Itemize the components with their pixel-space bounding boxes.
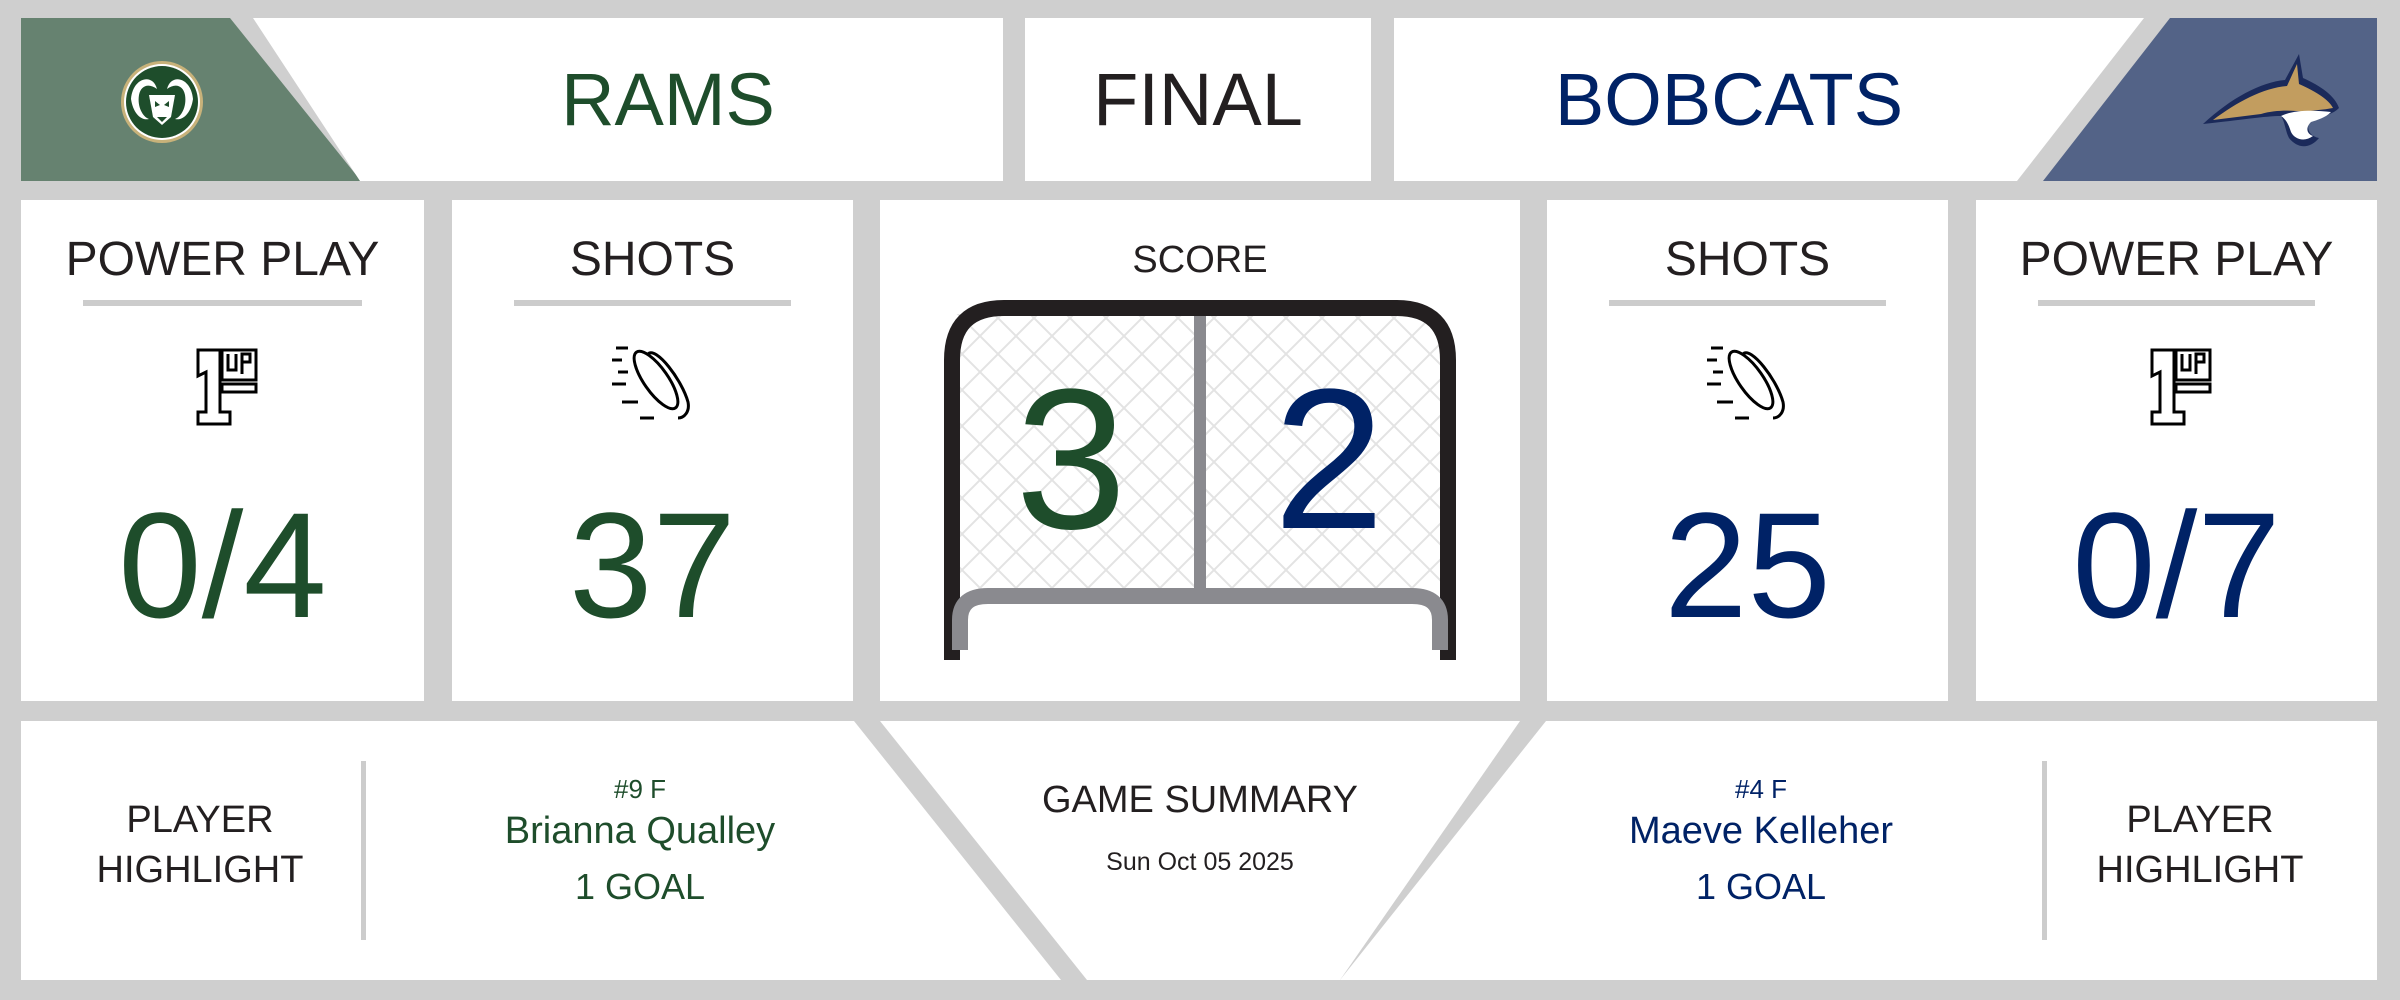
game-summary-title: GAME SUMMARY	[1041, 779, 1358, 821]
1up-icon	[2150, 348, 2211, 426]
away-team-name: BOBCATS	[1554, 58, 1904, 141]
away-player-highlight: #4 F Maeve Kelleher 1 GOAL	[1561, 772, 1961, 912]
divider	[361, 761, 366, 940]
divider	[1609, 300, 1886, 306]
game-date: Sun Oct 05 2025	[1106, 848, 1294, 876]
home-player-highlight: #9 F Brianna Qualley 1 GOAL	[440, 772, 840, 912]
hockey-net-icon	[944, 300, 1456, 660]
home-shots-card: SHOTS 37	[452, 200, 853, 701]
player-number: #9 F	[613, 774, 667, 804]
score-card: SCORE 3 2	[880, 200, 1520, 701]
home-power-play-card: POWER PLAY 0/4	[21, 200, 424, 701]
away-shots-value: 25	[1664, 481, 1831, 649]
label-line: PLAYER	[2126, 799, 2274, 841]
game-status: FINAL	[1093, 58, 1303, 141]
away-team-name-panel: BOBCATS	[1394, 18, 2144, 181]
game-status-panel: FINAL	[1025, 18, 1371, 181]
player-name[interactable]: Brianna Qualley	[504, 810, 776, 852]
bobcat-logo-icon	[2203, 54, 2339, 147]
score-label: SCORE	[1132, 239, 1268, 281]
rams-logo-icon	[121, 61, 203, 143]
home-power-play-value: 0/4	[118, 481, 327, 649]
away-power-play-card: POWER PLAY 0/7	[1976, 200, 2377, 701]
home-shots-label: SHOTS	[569, 233, 736, 286]
home-highlight-panel	[21, 721, 1061, 980]
player-stat: 1 GOAL	[574, 866, 706, 907]
hockey-puck-icon	[1706, 346, 1785, 420]
label-line: PLAYER	[126, 799, 274, 841]
away-power-play-value: 0/7	[2072, 481, 2281, 649]
home-team-name-panel: RAMS	[253, 18, 1003, 181]
away-shots-card: SHOTS 25	[1547, 200, 1948, 701]
1up-icon	[196, 348, 257, 426]
player-stat: 1 GOAL	[1695, 866, 1827, 907]
hockey-puck-icon	[611, 346, 690, 420]
label-line: HIGHLIGHT	[96, 849, 304, 891]
home-power-play-label: POWER PLAY	[65, 233, 380, 286]
label-line: HIGHLIGHT	[2096, 849, 2304, 891]
away-score: 2	[1273, 348, 1385, 571]
home-shots-value: 37	[569, 481, 736, 649]
away-highlight-panel	[1340, 721, 2377, 980]
divider	[2038, 300, 2315, 306]
divider	[83, 300, 362, 306]
divider	[2042, 761, 2047, 940]
away-highlight-label: PLAYER HIGHLIGHT	[2060, 795, 2340, 895]
player-number: #4 F	[1734, 774, 1788, 804]
home-team-name: RAMS	[561, 58, 775, 141]
game-summary: GAME SUMMARY Sun Oct 05 2025	[1000, 775, 1400, 879]
divider	[514, 300, 791, 306]
away-power-play-label: POWER PLAY	[2019, 233, 2334, 286]
home-score: 3	[1015, 348, 1127, 571]
away-shots-label: SHOTS	[1664, 233, 1831, 286]
home-highlight-label: PLAYER HIGHLIGHT	[60, 795, 340, 895]
player-name[interactable]: Maeve Kelleher	[1628, 810, 1894, 852]
